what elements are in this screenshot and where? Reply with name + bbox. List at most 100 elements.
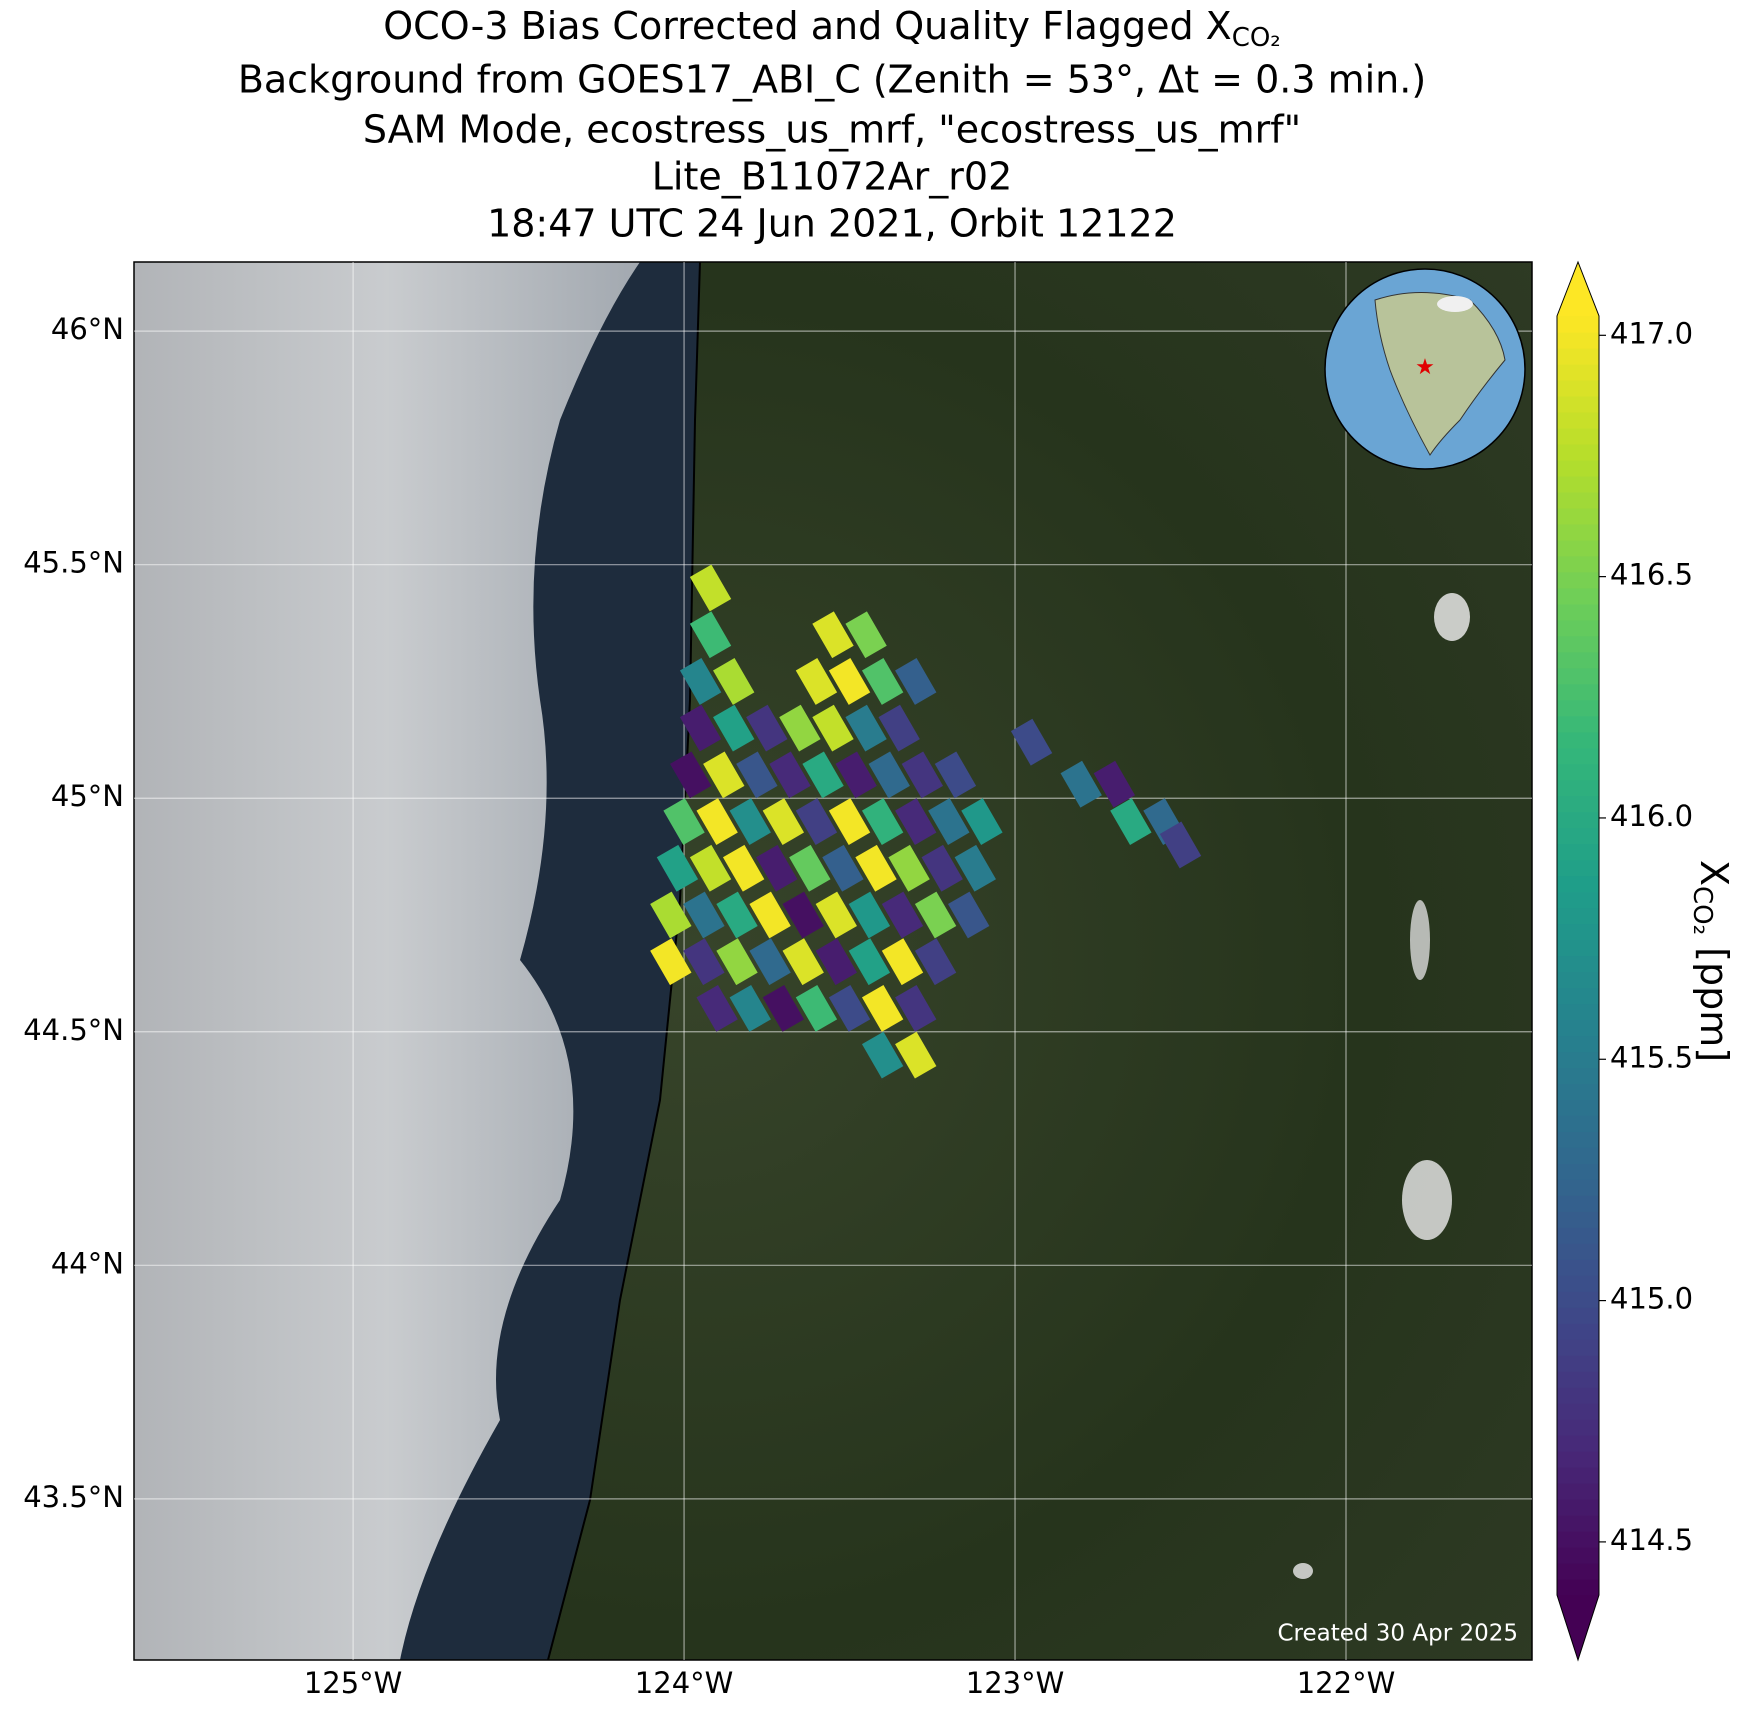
sounding: [848, 891, 891, 939]
sounding: [861, 985, 904, 1032]
colorbar-segment: [1557, 587, 1599, 605]
sounding: [812, 704, 854, 752]
colorbar-segment: [1557, 379, 1599, 397]
colorbar-segment: [1557, 619, 1599, 637]
label-unit: [ppm]: [1693, 935, 1737, 1062]
sounding: [914, 891, 957, 939]
sounding: [868, 751, 910, 799]
x-tick-label: 122°W: [1297, 1666, 1396, 1700]
colorbar-segment: [1557, 331, 1599, 349]
colorbar-segment: [1557, 939, 1599, 957]
sounding: [656, 844, 699, 892]
sounding: [689, 844, 732, 892]
colorbar-segment: [1557, 923, 1599, 941]
colorbar-segment: [1557, 747, 1599, 765]
colorbar-segment: [1557, 1387, 1599, 1404]
colorbar-segment: [1557, 971, 1599, 989]
colorbar-segment: [1557, 1227, 1599, 1244]
sounding: [815, 938, 857, 986]
colorbar: 417.0 416.5 416.0 415.5 415.0 414.5: [1556, 260, 1693, 1662]
sounding: [689, 564, 732, 612]
title-subscript: CO₂: [1232, 23, 1281, 53]
sounding: [878, 704, 920, 752]
sounding: [921, 844, 963, 892]
colorbar-segment: [1557, 1579, 1599, 1596]
colorbar-segment: [1557, 907, 1599, 925]
colorbar-segment: [1557, 683, 1599, 701]
colorbar-segment: [1557, 1355, 1599, 1372]
sounding: [895, 658, 937, 705]
sounding: [779, 704, 821, 752]
colorbar-segment: [1557, 571, 1599, 589]
sounding: [961, 798, 1003, 845]
sounding: [696, 985, 738, 1032]
colorbar-segment: [1557, 731, 1599, 749]
sounding: [716, 938, 758, 986]
sounding: [928, 798, 970, 845]
sounding: [848, 938, 891, 986]
colorbar-segment: [1557, 1499, 1599, 1516]
colorbar-segment: [1557, 316, 1599, 333]
colorbar-segment: [1557, 1083, 1599, 1100]
sounding: [1060, 760, 1102, 808]
map-background: [134, 262, 1532, 1660]
colorbar-segment: [1557, 1259, 1599, 1276]
colorbar-segment: [1557, 555, 1599, 573]
colorbar-segment: [1557, 1147, 1599, 1164]
colorbar-segment: [1557, 811, 1599, 829]
sounding: [855, 844, 897, 892]
globe-inset: ★: [1324, 268, 1526, 470]
sounding: [828, 985, 871, 1032]
sounding: [901, 751, 944, 799]
colorbar-segment: [1557, 523, 1599, 541]
colorbar-segment: [1557, 891, 1599, 909]
y-tick-label: 43.5°N: [23, 1480, 124, 1514]
sounding: [749, 938, 791, 986]
title-line: Lite_B11072Ar_r02: [652, 155, 1013, 199]
title-line: OCO-3 Bias Corrected and Quality Flagged…: [383, 4, 1231, 48]
colorbar-segment: [1557, 1051, 1599, 1069]
sounding: [861, 658, 904, 705]
soundings: [650, 564, 1202, 1079]
sounding: [679, 658, 722, 705]
sounding: [954, 844, 996, 892]
sounding: [683, 938, 725, 986]
sounding: [795, 985, 838, 1032]
colorbar-segment: [1557, 507, 1599, 525]
colorbar-segment: [1557, 1323, 1599, 1340]
colorbar-tick-label: 417.0: [1610, 316, 1693, 350]
sounding: [746, 704, 788, 752]
colorbar-segment: [1557, 459, 1599, 477]
colorbar-segment: [1557, 667, 1599, 685]
label-sub: CO₂: [1688, 886, 1718, 935]
colorbar-segment: [1557, 475, 1599, 493]
colorbar-segment: [1557, 779, 1599, 797]
colorbar-segment: [1557, 395, 1599, 413]
sounding: [802, 751, 844, 799]
svg-text:★: ★: [1415, 355, 1435, 380]
sounding: [762, 985, 805, 1032]
colorbar-segment: [1557, 1195, 1599, 1212]
title-line: Background from GOES17_ABI_C (Zenith = 5…: [238, 58, 1426, 102]
sounding: [782, 891, 824, 939]
colorbar-segment: [1557, 1483, 1599, 1500]
colorbar-segment: [1557, 763, 1599, 781]
colorbar-segment: [1557, 1115, 1599, 1132]
sounding: [795, 798, 838, 845]
sounding: [914, 938, 957, 986]
sounding: [1010, 718, 1053, 766]
sounding: [696, 798, 738, 845]
colorbar-extend: [1557, 1595, 1599, 1660]
colorbar-segment: [1557, 1403, 1599, 1420]
sounding: [895, 798, 937, 845]
colorbar-segment: [1557, 1179, 1599, 1196]
y-tick-label: 44.5°N: [23, 1013, 124, 1047]
sounding: [845, 704, 887, 752]
colorbar-label: XCO₂ [ppm]: [1688, 860, 1737, 1062]
y-tick-label: 46°N: [51, 312, 124, 346]
colorbar-segment: [1557, 715, 1599, 733]
colorbar-segment: [1557, 1371, 1599, 1388]
colorbar-segment: [1557, 1163, 1599, 1180]
colorbar-segment: [1557, 1339, 1599, 1356]
